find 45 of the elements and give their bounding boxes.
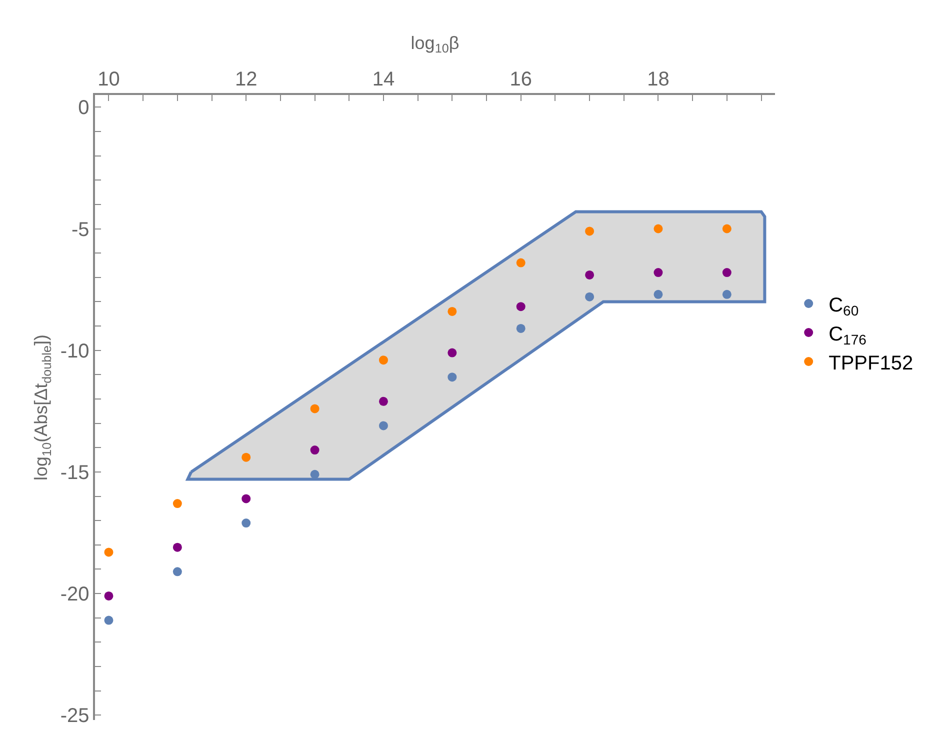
point [378,396,388,406]
point [516,258,526,268]
point [242,452,251,462]
point [448,306,457,316]
point [448,372,457,382]
point [516,302,526,312]
y-tick-label: -5 [71,218,90,241]
point [172,542,182,552]
x-tick-label: 18 [647,68,670,90]
x-axis-title: log$_{10}$β [410,32,460,56]
point [585,292,594,302]
point [654,290,663,299]
point [378,421,388,430]
y-tick-label: -25 [60,705,90,728]
y-tick-label: -10 [60,340,90,362]
point [242,518,251,528]
point [722,290,732,299]
y-tick-label: -15 [60,462,90,484]
point [104,616,114,625]
point [516,324,526,333]
point [104,591,114,600]
y-tick-label: -20 [60,584,90,606]
point [448,348,457,358]
x-tick-label: 12 [234,68,258,90]
point [378,356,388,365]
point [310,470,320,479]
y-tick-label: 0 [78,97,90,120]
x-tick-label: 14 [372,68,395,90]
point [172,567,182,576]
point [172,499,182,508]
point [722,224,732,234]
legend-label: TPPF152 [828,352,914,374]
point [722,268,732,278]
point [654,224,663,234]
x-tick-label: 16 [510,68,532,90]
point [310,446,320,455]
point [585,270,594,280]
point [104,548,114,557]
x-tick-label: 10 [98,68,120,90]
point [242,494,251,504]
point [654,268,663,278]
legend-label: C$_{176}$ [828,323,867,348]
point [585,226,594,236]
legend-label: C$_{60}$ [828,294,859,318]
point [310,404,320,414]
